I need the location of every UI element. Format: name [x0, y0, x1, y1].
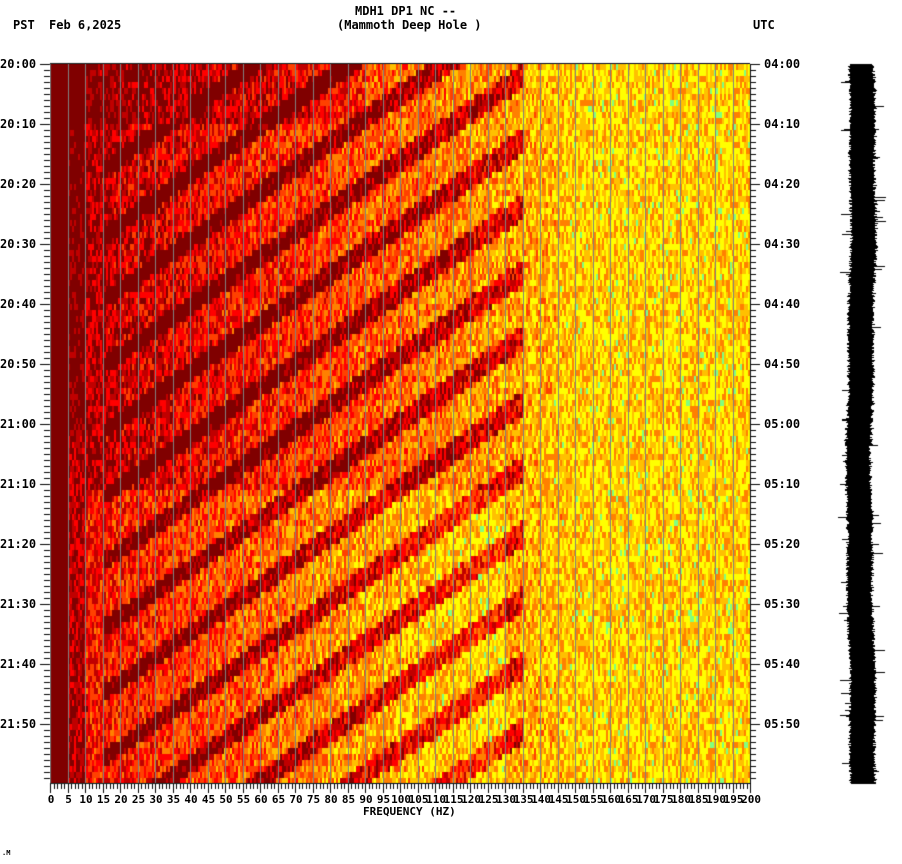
x-tick: 200 — [741, 793, 761, 806]
x-tick: 110 — [426, 793, 446, 806]
x-tick: 30 — [149, 793, 163, 806]
x-tick: 85 — [341, 793, 356, 806]
x-tick: 65 — [271, 793, 286, 806]
x-tick: 115 — [443, 793, 464, 806]
y-tick-left: 21:40 — [0, 657, 37, 671]
y-tick-right: 05:00 — [764, 417, 801, 431]
x-axis-title: FREQUENCY (HZ) — [363, 805, 456, 818]
x-tick: 105 — [408, 793, 429, 806]
x-tick: 170 — [636, 793, 656, 806]
y-tick-right: 04:00 — [764, 57, 801, 71]
x-tick: 75 — [306, 793, 321, 806]
x-tick: 175 — [653, 793, 674, 806]
x-tick: 160 — [601, 793, 621, 806]
y-tick-left: 20:00 — [0, 57, 37, 71]
x-tick: 140 — [531, 793, 551, 806]
x-tick: 35 — [166, 793, 181, 806]
y-tick-right: 05:30 — [764, 597, 801, 611]
x-tick: 190 — [706, 793, 726, 806]
x-tick: 60 — [254, 793, 268, 806]
y-tick-right: 05:10 — [764, 477, 801, 491]
y-tick-right: 04:30 — [764, 237, 801, 251]
y-tick-right: 05:20 — [764, 537, 801, 551]
x-tick: 15 — [96, 793, 111, 806]
x-tick: 135 — [513, 793, 534, 806]
y-tick-right: 04:50 — [764, 357, 801, 371]
x-tick: 185 — [688, 793, 709, 806]
y-tick-right: 04:20 — [764, 177, 801, 191]
x-tick: 45 — [201, 793, 216, 806]
x-tick: 40 — [184, 793, 198, 806]
y-tick-left: 20:40 — [0, 297, 37, 311]
y-tick-right: 05:40 — [764, 657, 801, 671]
x-tick: 100 — [391, 793, 411, 806]
x-tick: 120 — [461, 793, 481, 806]
x-tick: 55 — [236, 793, 251, 806]
x-tick: 90 — [359, 793, 373, 806]
x-tick: 145 — [548, 793, 569, 806]
y-tick-left: 20:20 — [0, 177, 37, 191]
y-tick-left: 20:10 — [0, 117, 37, 131]
y-tick-right: 05:50 — [764, 717, 801, 731]
y-tick-right: 04:10 — [764, 117, 801, 131]
x-tick: 10 — [79, 793, 93, 806]
x-tick: 0 — [47, 793, 55, 806]
x-tick: 95 — [376, 793, 391, 806]
x-tick: 125 — [478, 793, 499, 806]
y-tick-left: 21:10 — [0, 477, 37, 491]
x-tick: 50 — [219, 793, 233, 806]
x-tick: 5 — [65, 793, 72, 806]
x-tick: 80 — [324, 793, 338, 806]
x-tick: 25 — [131, 793, 146, 806]
x-tick: 180 — [671, 793, 691, 806]
y-tick-left: 21:20 — [0, 537, 37, 551]
y-tick-left: 20:50 — [0, 357, 37, 371]
x-tick: 20 — [114, 793, 128, 806]
x-tick: 165 — [618, 793, 639, 806]
x-tick: 155 — [583, 793, 604, 806]
y-tick-right: 04:40 — [764, 297, 801, 311]
y-tick-left: 21:00 — [0, 417, 37, 431]
x-tick: 195 — [723, 793, 744, 806]
x-tick: 150 — [566, 793, 586, 806]
y-tick-left: 20:30 — [0, 237, 37, 251]
footer-mark: .M — [2, 849, 11, 857]
x-tick: 70 — [289, 793, 303, 806]
y-tick-left: 21:50 — [0, 717, 37, 731]
seismogram-trace — [830, 60, 890, 790]
x-tick: 130 — [496, 793, 516, 806]
y-tick-left: 21:30 — [0, 597, 37, 611]
